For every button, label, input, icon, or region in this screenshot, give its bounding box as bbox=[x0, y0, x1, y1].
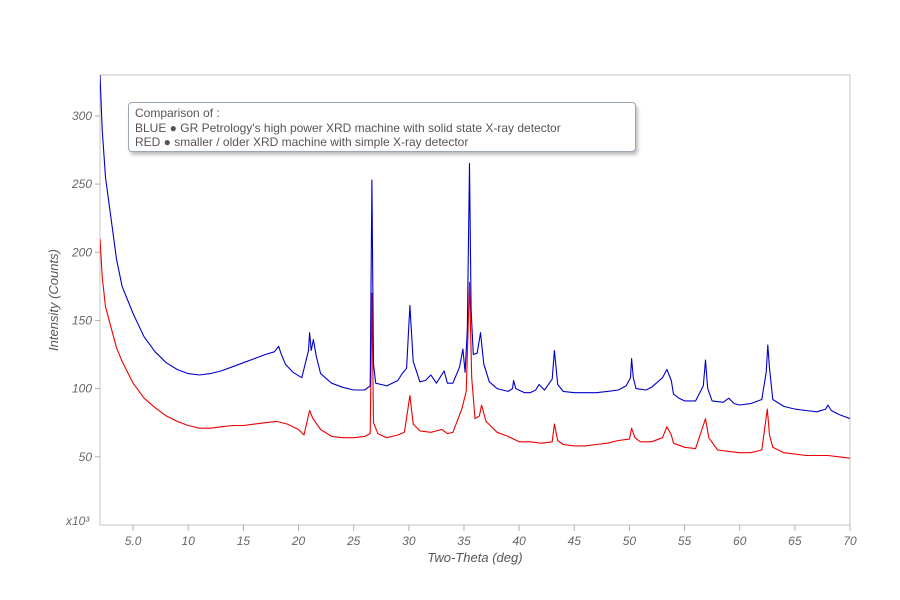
y-tick-label: 100 bbox=[72, 382, 92, 396]
x-tick-label: 60 bbox=[733, 534, 747, 548]
y-tick-label: 250 bbox=[71, 177, 92, 191]
legend-entry-red: RED ● smaller / older XRD machine with s… bbox=[135, 135, 469, 149]
x-axis-title: Two-Theta (deg) bbox=[427, 550, 522, 565]
x-tick-label: 70 bbox=[843, 534, 857, 548]
x-tick-label: 30 bbox=[402, 534, 416, 548]
legend-box: Comparison of : BLUE ● GR Petrology's hi… bbox=[128, 102, 636, 152]
blue-series-line bbox=[100, 75, 850, 420]
x-tick-label: 20 bbox=[291, 534, 306, 548]
legend-heading: Comparison of : bbox=[135, 106, 220, 120]
y-axis-ticks: 50 100 150 200 250 300 bbox=[71, 109, 100, 464]
legend-entry-blue: BLUE ● GR Petrology's high power XRD mac… bbox=[135, 120, 561, 135]
x-tick-label: 50 bbox=[623, 534, 637, 548]
x-tick-label: 35 bbox=[457, 534, 471, 548]
y-multiplier-label: x10³ bbox=[65, 514, 90, 528]
x-tick-label: 65 bbox=[788, 534, 802, 548]
x-tick-label: 15 bbox=[237, 534, 251, 548]
x-tick-label: 5.0 bbox=[125, 534, 142, 548]
x-tick-label: 25 bbox=[346, 534, 361, 548]
y-tick-label: 300 bbox=[72, 109, 92, 123]
y-tick-label: 150 bbox=[72, 313, 92, 327]
x-tick-label: 55 bbox=[678, 534, 692, 548]
y-axis-title: Intensity (Counts) bbox=[46, 249, 61, 351]
x-axis-ticks: 5.0 10 15 20 25 30 35 40 45 50 55 60 65 70 bbox=[125, 525, 857, 548]
y-tick-label: 50 bbox=[79, 450, 93, 464]
x-tick-label: 45 bbox=[568, 534, 582, 548]
y-tick-label: 200 bbox=[71, 245, 92, 259]
x-tick-label: 40 bbox=[512, 534, 526, 548]
series-layer bbox=[100, 75, 850, 459]
red-series-line bbox=[100, 238, 850, 459]
x-tick-label: 10 bbox=[182, 534, 196, 548]
plot-frame bbox=[99, 74, 851, 526]
